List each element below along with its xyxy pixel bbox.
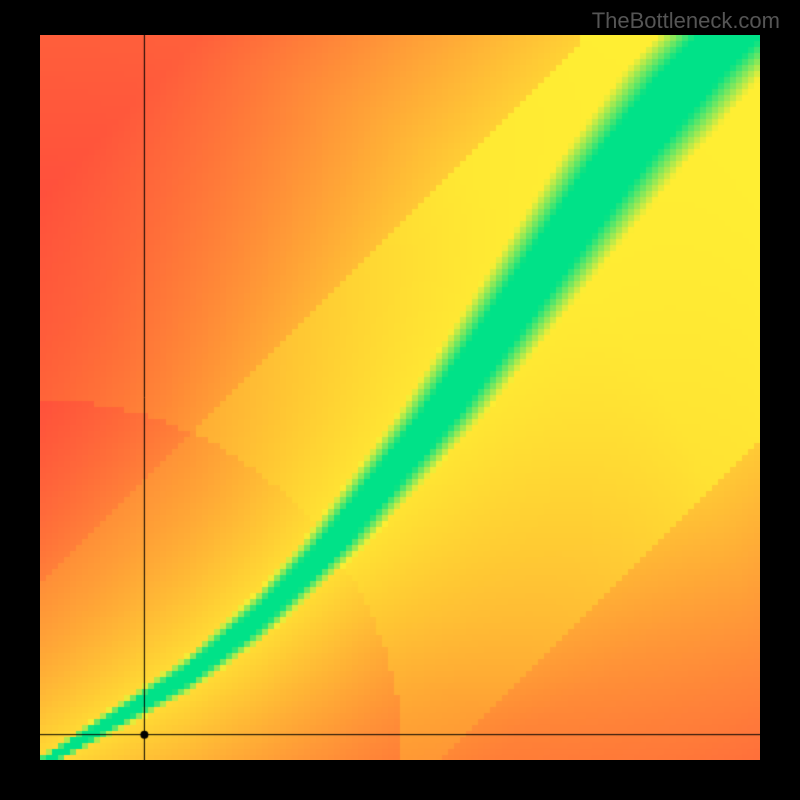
watermark-text: TheBottleneck.com [592,8,780,34]
heatmap-canvas [40,35,760,760]
chart-container: TheBottleneck.com [0,0,800,800]
heatmap-plot [40,35,760,760]
